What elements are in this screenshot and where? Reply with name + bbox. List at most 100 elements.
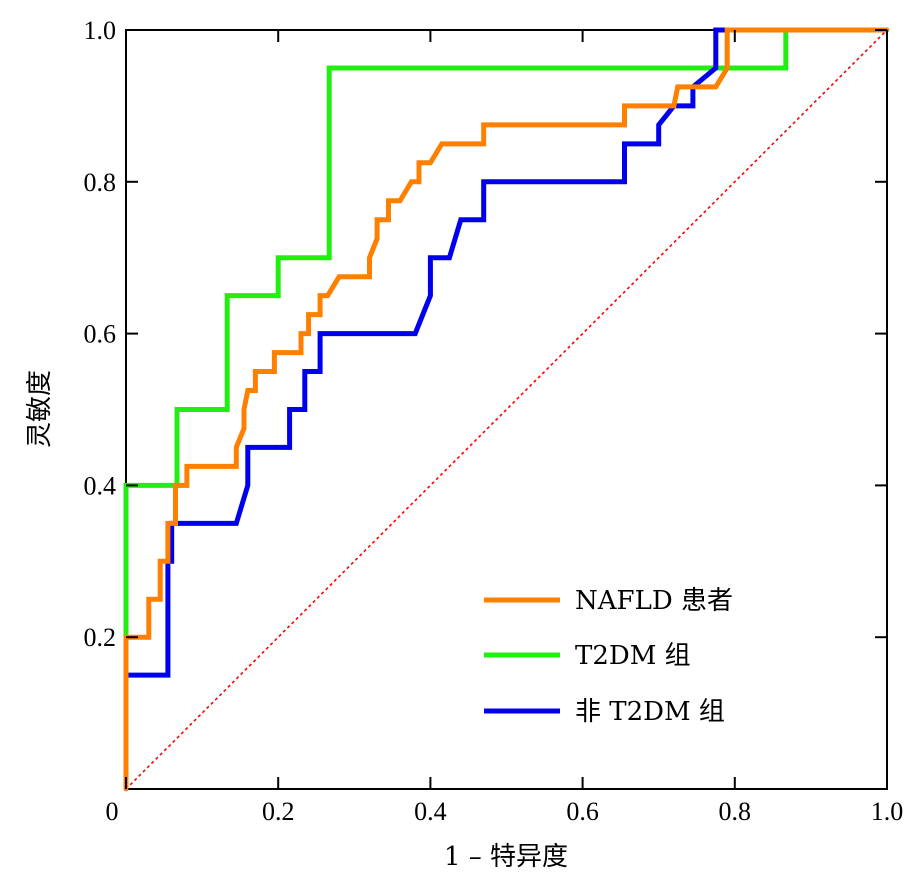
series-point-0: [374, 217, 380, 222]
series-point-2: [302, 407, 308, 412]
series-point-0: [325, 293, 330, 298]
series-point-1: [783, 65, 788, 71]
series-point-2: [234, 521, 239, 526]
x-tick-label: 0.8: [719, 797, 752, 826]
series-point-2: [713, 27, 718, 33]
legend-label-2: 非 T2DM 组: [575, 697, 725, 727]
x-tick-label: 0.6: [566, 797, 599, 826]
series-point-0: [184, 464, 190, 469]
series-point-2: [622, 141, 627, 147]
series-point-0: [367, 274, 372, 279]
series-point-0: [241, 426, 247, 431]
series-point-0: [146, 597, 152, 602]
series-point-2: [428, 293, 433, 298]
y-axis-title: 灵敏度: [25, 370, 55, 448]
series-point-2: [690, 103, 696, 109]
series-point-1: [276, 255, 281, 260]
series-point-0: [306, 331, 311, 336]
x-tick-label: 0.4: [414, 797, 447, 826]
series-point-1: [225, 293, 230, 298]
series-point-0: [416, 160, 422, 166]
series-point-1: [174, 407, 180, 412]
series-point-0: [306, 312, 311, 317]
series-point-2: [656, 122, 661, 128]
series-point-0: [428, 160, 433, 166]
axis-layer: 0 0.2 0.4 0.6 0.8 1.0 0.2 0.4 0.6 0.8 1.0: [84, 16, 904, 826]
series-point-0: [671, 103, 677, 109]
x-axis-title: 1 – 特异度: [444, 842, 568, 872]
legend: NAFLD 患者 T2DM 组非 T2DM 组: [484, 586, 733, 727]
series-point-0: [439, 141, 445, 147]
series-point-2: [428, 255, 433, 260]
x-tick-label: 1.0: [871, 797, 904, 826]
series-point-0: [317, 312, 323, 317]
series-point-2: [165, 672, 171, 678]
x-tick-label: 0.2: [262, 797, 295, 826]
series-point-1: [276, 293, 281, 298]
series-point-2: [287, 445, 292, 450]
series-point-2: [317, 369, 323, 374]
series-point-2: [302, 369, 308, 374]
series-point-0: [165, 559, 171, 564]
series-point-0: [173, 483, 178, 488]
series-point-2: [169, 559, 174, 564]
series-point-0: [298, 350, 304, 355]
series-point-2: [447, 255, 452, 260]
series-point-2: [317, 331, 323, 336]
series-point-2: [713, 65, 718, 71]
series-point-0: [158, 597, 163, 602]
series-point-2: [245, 445, 250, 450]
series-point-0: [675, 84, 680, 90]
series-point-0: [397, 198, 403, 203]
series-point-0: [165, 521, 171, 526]
series-point-0: [146, 635, 152, 640]
y-tick-label: 0.6: [84, 320, 117, 349]
series-point-2: [412, 331, 418, 336]
series-point-0: [253, 388, 258, 393]
series-point-0: [184, 483, 190, 488]
series-point-0: [724, 27, 730, 33]
y-tick-label: 0.8: [84, 168, 117, 197]
series-point-2: [287, 407, 292, 412]
y-tick-label: 0.2: [84, 623, 117, 652]
series-point-1: [225, 407, 230, 412]
y-tick-label: 1.0: [84, 16, 117, 45]
series-point-2: [622, 179, 627, 184]
series-point-1: [326, 255, 332, 260]
series-point-2: [458, 217, 464, 222]
series-point-0: [234, 445, 239, 450]
y-tick-label: 0.4: [84, 471, 117, 500]
legend-label-0: NAFLD 患者: [575, 586, 733, 616]
series-layer: [123, 27, 890, 792]
series-line-2: [123, 27, 887, 789]
series-point-0: [374, 236, 380, 241]
series-point-0: [234, 464, 239, 469]
x-tick-label: 0: [106, 797, 119, 826]
reference-diagonal: [125, 29, 888, 790]
series-point-0: [298, 331, 304, 336]
series-point-0: [409, 179, 414, 184]
series-point-0: [416, 179, 422, 184]
series-point-2: [481, 179, 486, 184]
series-point-0: [367, 255, 372, 260]
series-point-2: [656, 141, 661, 147]
series-point-0: [272, 369, 277, 374]
series-point-0: [317, 293, 323, 298]
series-point-0: [336, 274, 342, 279]
legend-label-1: T2DM 组: [575, 641, 691, 671]
series-point-0: [713, 84, 718, 90]
series-point-0: [724, 65, 730, 71]
plot-frame: [125, 29, 888, 790]
series-point-2: [481, 217, 486, 222]
series-point-0: [245, 388, 250, 393]
series-point-0: [622, 122, 627, 128]
series-point-2: [245, 483, 250, 488]
series-point-0: [158, 559, 163, 564]
series-point-0: [386, 198, 391, 203]
series-point-0: [272, 350, 277, 355]
series-point-0: [481, 122, 486, 128]
series-point-0: [241, 407, 247, 412]
series-point-0: [173, 521, 178, 526]
series-point-0: [253, 369, 258, 374]
